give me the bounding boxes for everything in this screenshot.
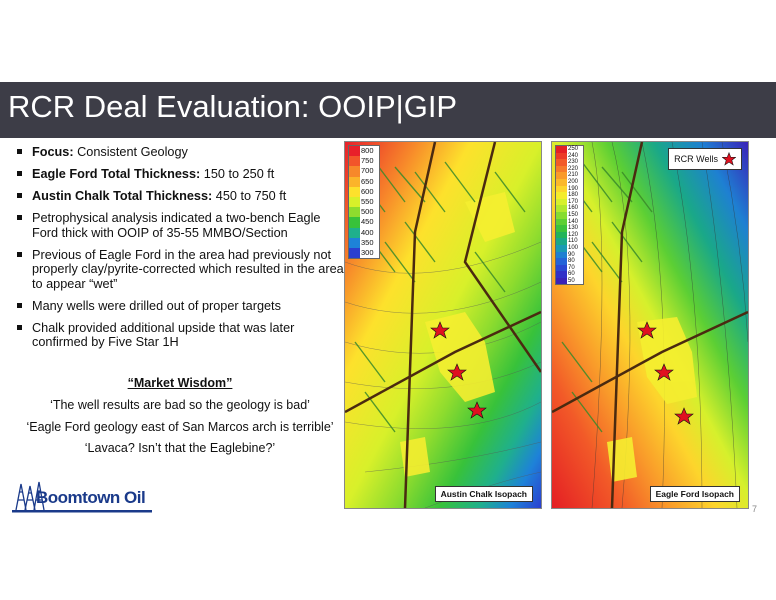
austin-chalk-map-label: Austin Chalk Isopach [434,486,533,502]
legend-swatch [556,205,567,212]
legend-swatch [556,172,567,179]
legend-swatch [556,211,567,219]
legend-swatch [556,225,567,232]
legend-swatch [556,146,567,153]
legend-swatch [349,186,360,197]
wisdom-quote: ‘Lavaca? Isn’t that the Eaglebine?’ [84,441,276,455]
slide-title: RCR Deal Evaluation: OOIP|GIP [8,89,458,124]
bullet-item: Many wells were drilled out of proper ta… [14,299,346,314]
page-number: 7 [752,504,758,514]
legend-swatch [349,196,360,208]
company-logo-text: Boomtown Oil [36,488,146,507]
legend-swatch [349,227,360,238]
derrick-logo-icon [12,481,152,513]
legend-swatch [349,217,360,228]
star-icon [722,152,736,166]
legend-swatch [349,166,360,177]
legend-swatch [556,277,567,285]
legend-swatch [349,237,360,248]
market-wisdom: “Market Wisdom” ‘The well results are ba… [0,376,360,463]
legend-swatch [556,165,567,173]
bullet-list: Focus: Consistent Geology Eagle Ford Tot… [14,145,346,357]
bullet-item: Austin Chalk Total Thickness: 450 to 750… [14,189,346,204]
legend-swatch [556,231,567,239]
legend-swatch [556,251,567,259]
eagle-ford-legend: 250 240 230 220 210 200 190 180 170 160 … [555,145,584,286]
rcr-wells-legend: RCR Wells [668,148,742,170]
bullet-item: Focus: Consistent Geology [14,145,346,160]
eagle-ford-isopach-map: 250 240 230 220 210 200 190 180 170 160 … [551,141,749,509]
market-wisdom-heading: “Market Wisdom” [127,376,233,390]
bullet-item: Previous of Eagle Ford in the area had p… [14,248,346,292]
legend-swatch [556,178,567,186]
rcr-wells-label: RCR Wells [674,154,718,164]
bullet-item: Eagle Ford Total Thickness: 150 to 250 f… [14,167,346,182]
legend-swatch [556,159,567,166]
legend-swatch [556,238,567,245]
legend-swatch [556,271,567,278]
legend-swatch [349,156,360,167]
legend-swatch [556,198,567,206]
legend-swatch [556,264,567,272]
wisdom-quote: ‘Eagle Ford geology east of San Marcos a… [26,419,334,434]
eagle-ford-map-label: Eagle Ford Isopach [649,486,740,502]
legend-swatch [349,146,360,157]
legend-swatch [556,152,567,160]
legend-swatch [349,176,360,187]
legend-swatch [556,244,567,252]
legend-swatch [349,207,360,218]
eagle-ford-map-graphic [552,142,748,508]
austin-chalk-isopach-map: 800 750 700 650 600 550 500 450 400 350 … [344,141,542,509]
wisdom-quote: ‘The well results are bad so the geology… [50,398,310,412]
legend-swatch [556,192,567,199]
legend-swatch [556,258,567,265]
legend-swatch [349,247,360,259]
bullet-item: Petrophysical analysis indicated a two-b… [14,211,346,240]
austin-chalk-legend: 800 750 700 650 600 550 500 450 400 350 … [348,145,380,260]
legend-swatch [556,185,567,193]
legend-swatch [556,218,567,226]
title-bar [0,82,776,138]
bullet-item: Chalk provided additional upside that wa… [14,321,346,350]
